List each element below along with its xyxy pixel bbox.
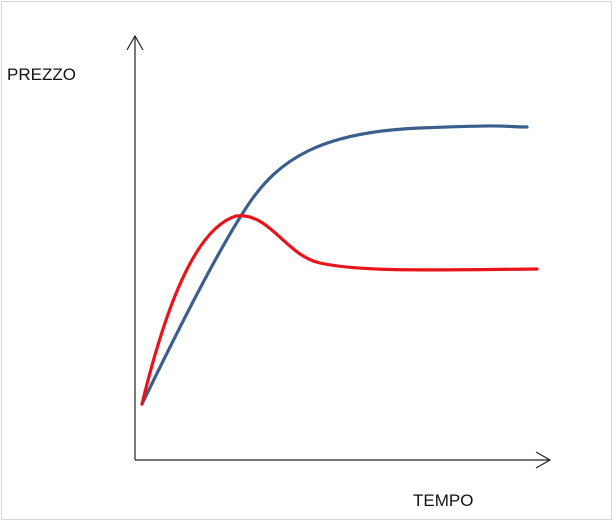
series-line-blue (140, 124, 529, 406)
y-axis-label: PREZZO (7, 65, 76, 84)
y-axis-arrow-icon (126, 34, 144, 51)
series-line-red (140, 214, 539, 406)
x-axis-arrow-icon (535, 451, 552, 469)
x-axis-label: TEMPO (413, 491, 473, 510)
